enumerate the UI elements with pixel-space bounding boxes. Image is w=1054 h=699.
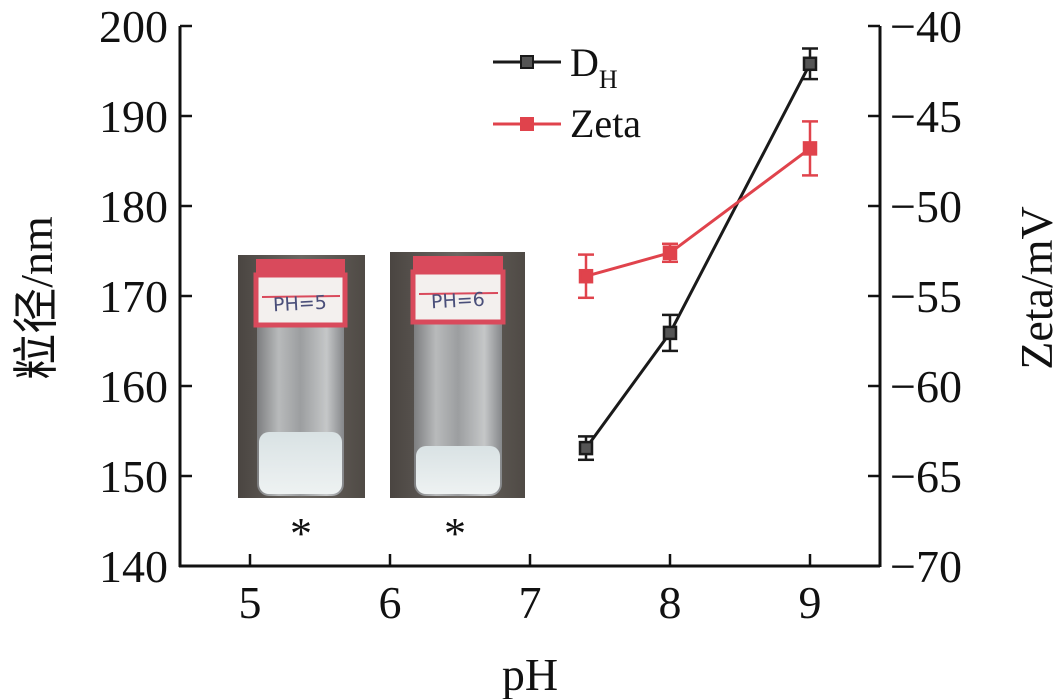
data-point-dh bbox=[802, 56, 818, 72]
right-y-tick-label: −55 bbox=[890, 271, 962, 322]
data-point-zeta bbox=[802, 141, 818, 156]
vial-liquid bbox=[416, 446, 500, 494]
legend-marker-zeta bbox=[520, 117, 534, 131]
legend: DH Zeta bbox=[493, 40, 641, 146]
right-y-axis-title: Zeta/mV bbox=[1011, 206, 1054, 370]
data-point-zeta bbox=[578, 268, 594, 284]
legend-label-zeta: Zeta bbox=[570, 101, 641, 146]
right-y-tick-label: −40 bbox=[890, 1, 962, 52]
inset-marker-ph5: * bbox=[290, 509, 312, 558]
left-y-tick-label: 150 bbox=[99, 451, 168, 502]
legend-marker-dh bbox=[520, 55, 534, 69]
left-y-tick-label: 140 bbox=[99, 541, 168, 592]
series-dh bbox=[578, 47, 818, 462]
series-zeta bbox=[578, 120, 818, 300]
x-axis-title: pH bbox=[502, 649, 558, 699]
left-y-axis-ticks: 140 150 160 170 180 190 200 bbox=[99, 1, 192, 592]
left-y-tick-label: 170 bbox=[99, 271, 168, 322]
vial-liquid bbox=[259, 432, 342, 494]
legend-label-dh-subscript: H bbox=[599, 65, 618, 94]
right-y-tick-label: −50 bbox=[890, 181, 962, 232]
x-tick-label: 9 bbox=[799, 577, 822, 628]
x-tick-label: 7 bbox=[519, 577, 542, 628]
inset-photo-ph5: PH=5 bbox=[238, 255, 365, 498]
vial-label-tape bbox=[410, 269, 506, 325]
left-y-axis-title: 粒径/nm bbox=[11, 216, 62, 380]
left-y-tick-label: 160 bbox=[99, 361, 168, 412]
inset-photo-ph6: PH=6 bbox=[390, 252, 525, 498]
legend-item-zeta: Zeta bbox=[493, 101, 641, 146]
series-line-zeta bbox=[585, 147, 811, 278]
data-point-dh bbox=[578, 440, 594, 456]
series-layer bbox=[578, 47, 818, 462]
legend-label-dh-main: D bbox=[570, 40, 599, 85]
vial-label-ph6: PH=6 bbox=[431, 289, 486, 314]
right-y-axis-ticks: −70 −65 −60 −55 −50 −45 −40 bbox=[868, 1, 962, 592]
vial-label-ph5: PH=5 bbox=[273, 292, 328, 317]
vial-label-tape bbox=[253, 272, 348, 328]
right-y-tick-label: −65 bbox=[890, 451, 962, 502]
inset-marker-ph6: * bbox=[444, 509, 466, 558]
x-tick-label: 6 bbox=[379, 577, 402, 628]
x-tick-label: 8 bbox=[659, 577, 682, 628]
left-y-tick-label: 190 bbox=[99, 91, 168, 142]
legend-item-dh: DH bbox=[493, 40, 618, 94]
legend-label-dh: DH bbox=[570, 40, 618, 94]
vial-label-line bbox=[261, 295, 341, 298]
vial-label-line bbox=[418, 292, 499, 295]
right-y-tick-label: −45 bbox=[890, 91, 962, 142]
right-y-tick-label: −70 bbox=[890, 541, 962, 592]
data-point-dh bbox=[662, 325, 678, 341]
data-point-zeta bbox=[662, 245, 678, 261]
right-y-tick-label: −60 bbox=[890, 361, 962, 412]
x-axis-ticks: 5 6 7 8 9 bbox=[239, 554, 822, 628]
left-y-tick-label: 180 bbox=[99, 181, 168, 232]
x-tick-label: 5 bbox=[239, 577, 262, 628]
left-y-tick-label: 200 bbox=[99, 1, 168, 52]
